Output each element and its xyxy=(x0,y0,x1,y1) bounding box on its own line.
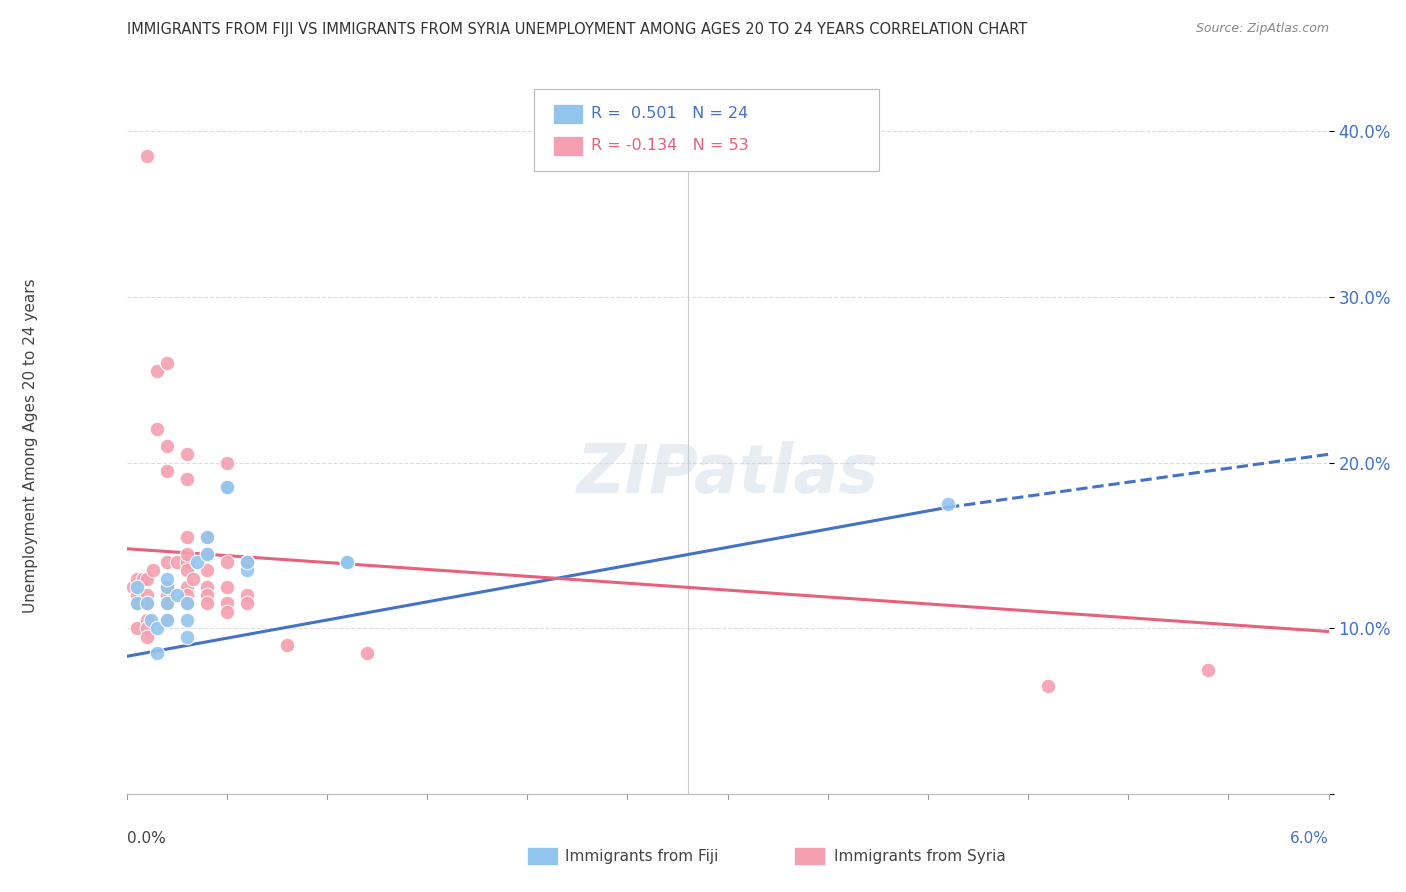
Point xyxy=(215,605,238,619)
Point xyxy=(125,580,148,594)
Point xyxy=(195,547,218,561)
Point xyxy=(336,555,359,569)
Point xyxy=(121,580,143,594)
Point xyxy=(176,530,198,544)
Point xyxy=(176,588,198,602)
Point xyxy=(135,588,157,602)
Point xyxy=(195,530,218,544)
Point xyxy=(195,588,218,602)
Point xyxy=(125,596,148,610)
Point xyxy=(155,464,177,478)
Point xyxy=(176,596,198,610)
Point xyxy=(235,555,259,569)
Point xyxy=(215,596,238,610)
Text: ZIPatlas: ZIPatlas xyxy=(576,441,879,507)
Point xyxy=(131,572,153,586)
Point xyxy=(235,555,259,569)
Point xyxy=(125,621,148,635)
Point xyxy=(235,563,259,577)
Point xyxy=(176,613,198,627)
Point xyxy=(145,646,167,660)
Point xyxy=(176,555,198,569)
Point xyxy=(195,580,218,594)
Point xyxy=(176,630,198,644)
Point xyxy=(135,613,157,627)
Point xyxy=(176,472,198,486)
Point xyxy=(336,555,359,569)
Point xyxy=(215,480,238,494)
Text: R = -0.134   N = 53: R = -0.134 N = 53 xyxy=(591,138,748,153)
Text: 6.0%: 6.0% xyxy=(1289,831,1329,846)
Point xyxy=(135,596,157,610)
Point xyxy=(1038,679,1060,693)
Point xyxy=(215,555,238,569)
Point xyxy=(142,563,165,577)
Point xyxy=(135,149,157,163)
Point xyxy=(155,613,177,627)
Point xyxy=(135,596,157,610)
Point xyxy=(215,480,238,494)
Text: Immigrants from Syria: Immigrants from Syria xyxy=(834,849,1005,863)
Point xyxy=(1197,663,1219,677)
Point xyxy=(176,563,198,577)
Point xyxy=(125,588,148,602)
Point xyxy=(356,646,378,660)
Point xyxy=(176,596,198,610)
Text: Immigrants from Fiji: Immigrants from Fiji xyxy=(565,849,718,863)
Text: 0.0%: 0.0% xyxy=(127,831,166,846)
Text: Source: ZipAtlas.com: Source: ZipAtlas.com xyxy=(1195,22,1329,36)
Point xyxy=(135,621,157,635)
Point xyxy=(155,613,177,627)
Point xyxy=(155,572,177,586)
Text: IMMIGRANTS FROM FIJI VS IMMIGRANTS FROM SYRIA UNEMPLOYMENT AMONG AGES 20 TO 24 Y: IMMIGRANTS FROM FIJI VS IMMIGRANTS FROM … xyxy=(127,22,1026,37)
Point xyxy=(195,563,218,577)
Point xyxy=(145,621,167,635)
Point xyxy=(139,613,162,627)
Point xyxy=(145,422,167,436)
Point xyxy=(215,580,238,594)
Point xyxy=(155,555,177,569)
Point xyxy=(176,447,198,461)
Point xyxy=(936,497,959,511)
Point xyxy=(155,439,177,453)
Point xyxy=(176,547,198,561)
Point xyxy=(195,596,218,610)
Point xyxy=(125,572,148,586)
Point xyxy=(155,596,177,610)
Point xyxy=(125,596,148,610)
Point xyxy=(155,580,177,594)
Point xyxy=(235,588,259,602)
Point xyxy=(145,364,167,378)
Point xyxy=(181,572,204,586)
Point xyxy=(166,555,188,569)
Text: R =  0.501   N = 24: R = 0.501 N = 24 xyxy=(591,106,748,120)
Point xyxy=(135,572,157,586)
Point xyxy=(155,356,177,370)
Point xyxy=(166,588,188,602)
Point xyxy=(235,596,259,610)
Point xyxy=(135,630,157,644)
Point xyxy=(155,580,177,594)
Text: Unemployment Among Ages 20 to 24 years: Unemployment Among Ages 20 to 24 years xyxy=(24,278,38,614)
Point xyxy=(215,456,238,470)
Point xyxy=(155,596,177,610)
Point xyxy=(155,588,177,602)
Point xyxy=(195,530,218,544)
Point xyxy=(176,580,198,594)
Point xyxy=(276,638,298,652)
Point xyxy=(186,555,208,569)
Point xyxy=(195,547,218,561)
